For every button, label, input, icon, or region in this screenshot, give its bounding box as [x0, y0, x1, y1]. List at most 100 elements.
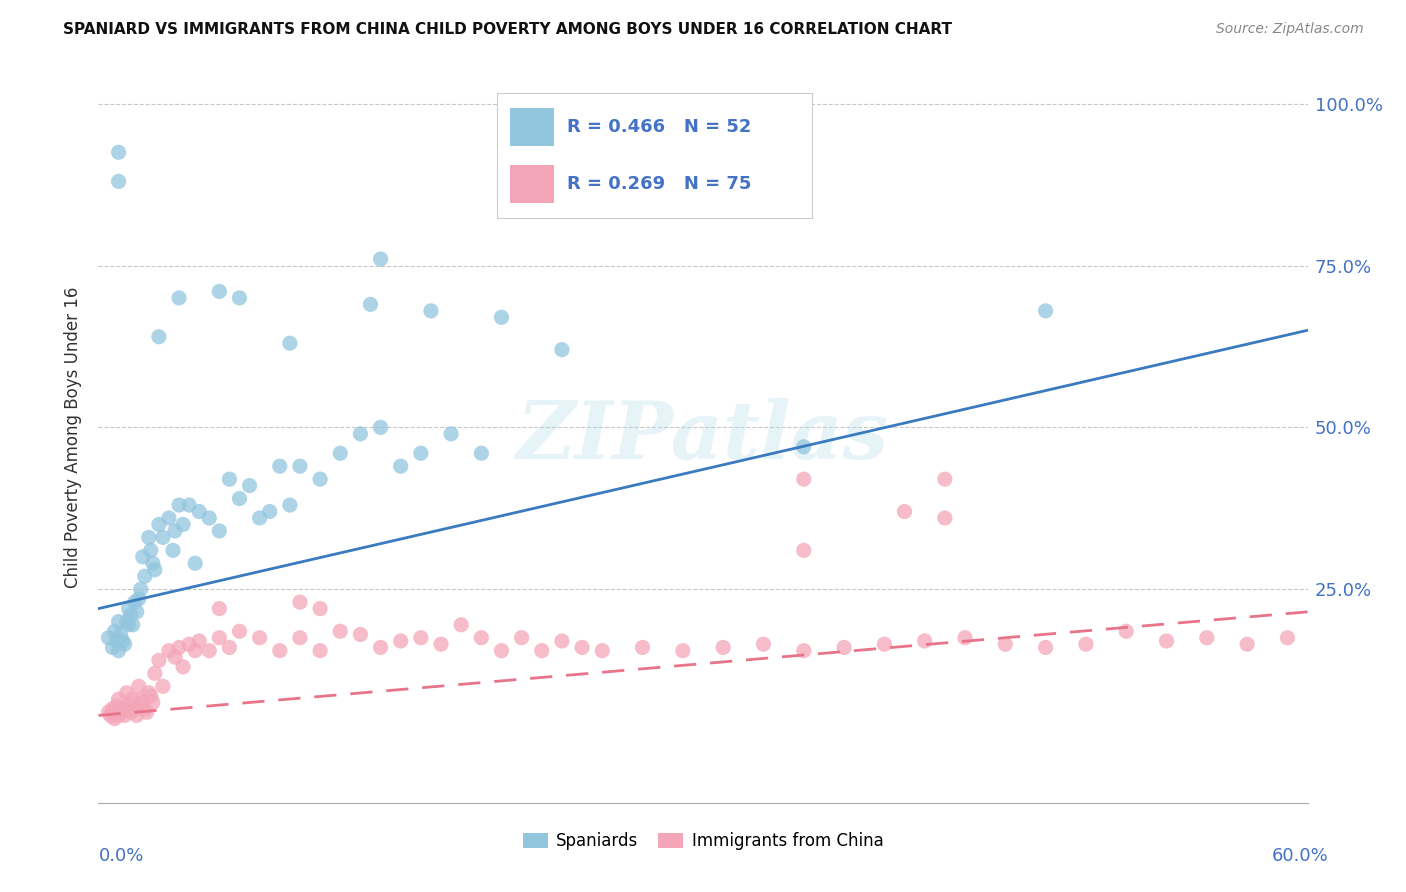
Point — [571, 640, 593, 655]
Point — [107, 708, 129, 723]
Point — [873, 637, 896, 651]
Point — [97, 631, 120, 645]
Point — [118, 601, 141, 615]
Point — [1156, 634, 1178, 648]
Point — [793, 643, 815, 657]
Point — [132, 696, 155, 710]
Point — [120, 705, 142, 719]
Point — [278, 336, 301, 351]
Point — [157, 643, 180, 657]
Point — [370, 252, 392, 266]
Point — [1195, 631, 1218, 645]
Point — [103, 712, 125, 726]
Point — [114, 637, 136, 651]
Point — [208, 285, 231, 299]
Point — [107, 145, 129, 160]
Point — [208, 601, 231, 615]
Point — [107, 692, 129, 706]
Point — [138, 686, 160, 700]
Point — [218, 472, 240, 486]
Point — [510, 631, 533, 645]
Point — [370, 420, 392, 434]
Point — [309, 601, 332, 615]
Point — [134, 702, 156, 716]
Point — [167, 291, 190, 305]
Point — [793, 543, 815, 558]
Point — [409, 446, 432, 460]
Point — [111, 702, 134, 716]
Point — [167, 640, 190, 655]
Point — [752, 637, 775, 651]
Point — [114, 708, 136, 723]
Point — [97, 705, 120, 719]
Point — [309, 472, 332, 486]
Point — [440, 426, 463, 441]
Point — [218, 640, 240, 655]
Point — [329, 446, 352, 460]
Point — [129, 582, 152, 597]
Point — [138, 530, 160, 544]
Point — [551, 343, 574, 357]
Point — [118, 698, 141, 713]
Point — [278, 498, 301, 512]
Point — [121, 692, 143, 706]
Point — [711, 640, 734, 655]
Point — [139, 543, 162, 558]
Point — [420, 303, 443, 318]
Point — [142, 696, 165, 710]
Point — [994, 637, 1017, 651]
Point — [470, 446, 492, 460]
Point — [184, 643, 207, 657]
Point — [228, 291, 250, 305]
Point — [288, 595, 311, 609]
Point — [188, 504, 211, 518]
Point — [288, 459, 311, 474]
Point — [100, 708, 122, 723]
Text: Source: ZipAtlas.com: Source: ZipAtlas.com — [1216, 22, 1364, 37]
Point — [163, 524, 186, 538]
Point — [163, 650, 186, 665]
Point — [179, 637, 201, 651]
Point — [409, 631, 432, 645]
Point — [162, 543, 184, 558]
Point — [288, 631, 311, 645]
Point — [239, 478, 262, 492]
Point — [914, 634, 936, 648]
Point — [143, 563, 166, 577]
Point — [107, 643, 129, 657]
Point — [148, 330, 170, 344]
Text: SPANIARD VS IMMIGRANTS FROM CHINA CHILD POVERTY AMONG BOYS UNDER 16 CORRELATION : SPANIARD VS IMMIGRANTS FROM CHINA CHILD … — [63, 22, 952, 37]
Point — [269, 643, 291, 657]
Point — [111, 634, 134, 648]
Point — [110, 705, 132, 719]
Point — [125, 708, 148, 723]
Point — [118, 617, 141, 632]
Point — [370, 640, 392, 655]
Point — [105, 634, 128, 648]
Point — [228, 624, 250, 639]
Point — [139, 689, 162, 703]
Text: 60.0%: 60.0% — [1272, 847, 1329, 865]
Point — [269, 459, 291, 474]
Point — [101, 640, 124, 655]
Legend: Spaniards, Immigrants from China: Spaniards, Immigrants from China — [516, 825, 890, 856]
Point — [124, 702, 146, 716]
Point — [430, 637, 453, 651]
Point — [135, 705, 157, 719]
Text: 0.0%: 0.0% — [98, 847, 143, 865]
Point — [672, 643, 695, 657]
Point — [148, 653, 170, 667]
Point — [120, 608, 142, 623]
Point — [152, 530, 174, 544]
Point — [1115, 624, 1137, 639]
Point — [107, 174, 129, 188]
Point — [132, 549, 155, 564]
Point — [124, 595, 146, 609]
Point — [329, 624, 352, 639]
Point — [103, 624, 125, 639]
Point — [208, 524, 231, 538]
Point — [832, 640, 855, 655]
Point — [128, 679, 150, 693]
Point — [1074, 637, 1097, 651]
Point — [134, 569, 156, 583]
